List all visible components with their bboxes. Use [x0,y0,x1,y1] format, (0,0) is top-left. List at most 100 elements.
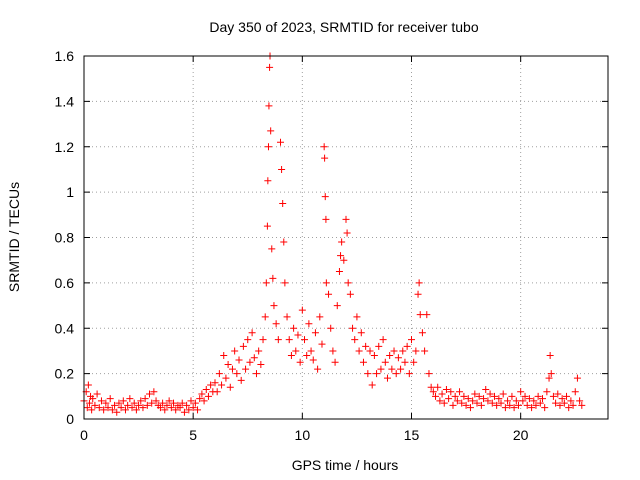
data-point [331,358,339,366]
data-point [231,347,239,355]
data-point [359,358,367,366]
data-point [280,238,288,246]
data-point [104,404,112,412]
data-point [460,392,468,400]
data-point [394,354,402,362]
data-point [337,252,345,260]
data-point [314,365,322,373]
data-point [340,256,348,264]
data-point [416,311,424,319]
data-point [268,245,276,253]
data-point [521,392,529,400]
y-tick-label: 1.2 [55,139,75,155]
data-point [405,370,413,378]
data-point [368,381,376,389]
data-point [414,290,422,298]
data-point [353,313,361,321]
data-point [115,399,123,407]
data-point [290,324,298,332]
data-point [141,395,149,403]
data-point [250,354,258,362]
data-point [565,404,573,412]
data-point [213,388,221,396]
axis-ticks: 0 0.2 0.4 0.6 0.8 1 1.2 1.4 1.6 0 5 10 15 20 [55,48,608,443]
data-point [111,401,119,409]
data-point [176,404,184,412]
data-point [185,406,193,414]
data-point [408,336,415,344]
data-point [578,401,586,409]
data-point [488,399,496,407]
data-point [100,406,108,414]
y-tick-label: 1.4 [55,93,75,109]
data-point [335,268,343,276]
data-point [425,370,433,378]
data-point [263,222,271,230]
data-point [172,406,180,414]
data-point [475,392,483,400]
data-point [386,351,394,359]
data-point [93,390,101,398]
data-point [170,399,178,407]
data-point [274,336,282,344]
data-point [244,336,252,344]
data-point [152,397,160,405]
data-point [156,404,164,412]
data-point [449,401,457,409]
data-point [342,215,350,223]
data-point [218,381,226,389]
data-point [573,374,581,382]
y-tick-label: 0.4 [55,320,75,336]
data-point [266,63,274,71]
data-point [388,365,396,373]
data-point [383,374,391,382]
data-point [447,388,455,396]
data-point [165,397,173,405]
data-point [321,193,329,201]
chart-title: Day 350 of 2023, SRMTID for receiver tub… [209,19,478,35]
data-point [458,399,466,407]
data-point [163,401,171,409]
data-point [189,404,197,412]
data-point [349,324,357,332]
data-point [539,395,546,403]
data-point [543,388,551,396]
data-point [546,351,554,359]
data-point [88,406,96,414]
x-tick-label: 0 [80,427,88,443]
x-tick-label: 15 [404,427,420,443]
data-point [536,399,544,407]
data-point [287,351,295,359]
data-point [178,399,186,407]
data-point [412,347,420,355]
data-point [200,397,208,405]
y-tick-label: 0.8 [55,230,75,246]
data-point [272,320,280,328]
data-point [303,351,311,359]
data-point [126,395,134,403]
data-point [146,390,153,398]
data-point [215,370,223,378]
data-point [224,361,232,369]
data-point [427,383,435,391]
data-point [150,388,158,396]
data-point [262,279,270,287]
x-tick-label: 5 [189,427,197,443]
data-point [403,342,411,350]
x-tick-label: 10 [295,427,311,443]
data-point [301,336,309,344]
data-point [576,397,584,405]
data-point [351,336,359,344]
data-point [117,404,125,412]
data-point [235,356,243,364]
data-point [482,386,490,394]
data-point [220,351,228,359]
data-point [309,356,317,364]
y-axis-label: SRMTID / TECUs [6,182,22,292]
data-point [159,399,167,407]
data-point [132,406,140,414]
data-point [484,397,492,405]
data-point [567,397,575,405]
data-point [143,401,151,409]
data-point [362,342,370,350]
